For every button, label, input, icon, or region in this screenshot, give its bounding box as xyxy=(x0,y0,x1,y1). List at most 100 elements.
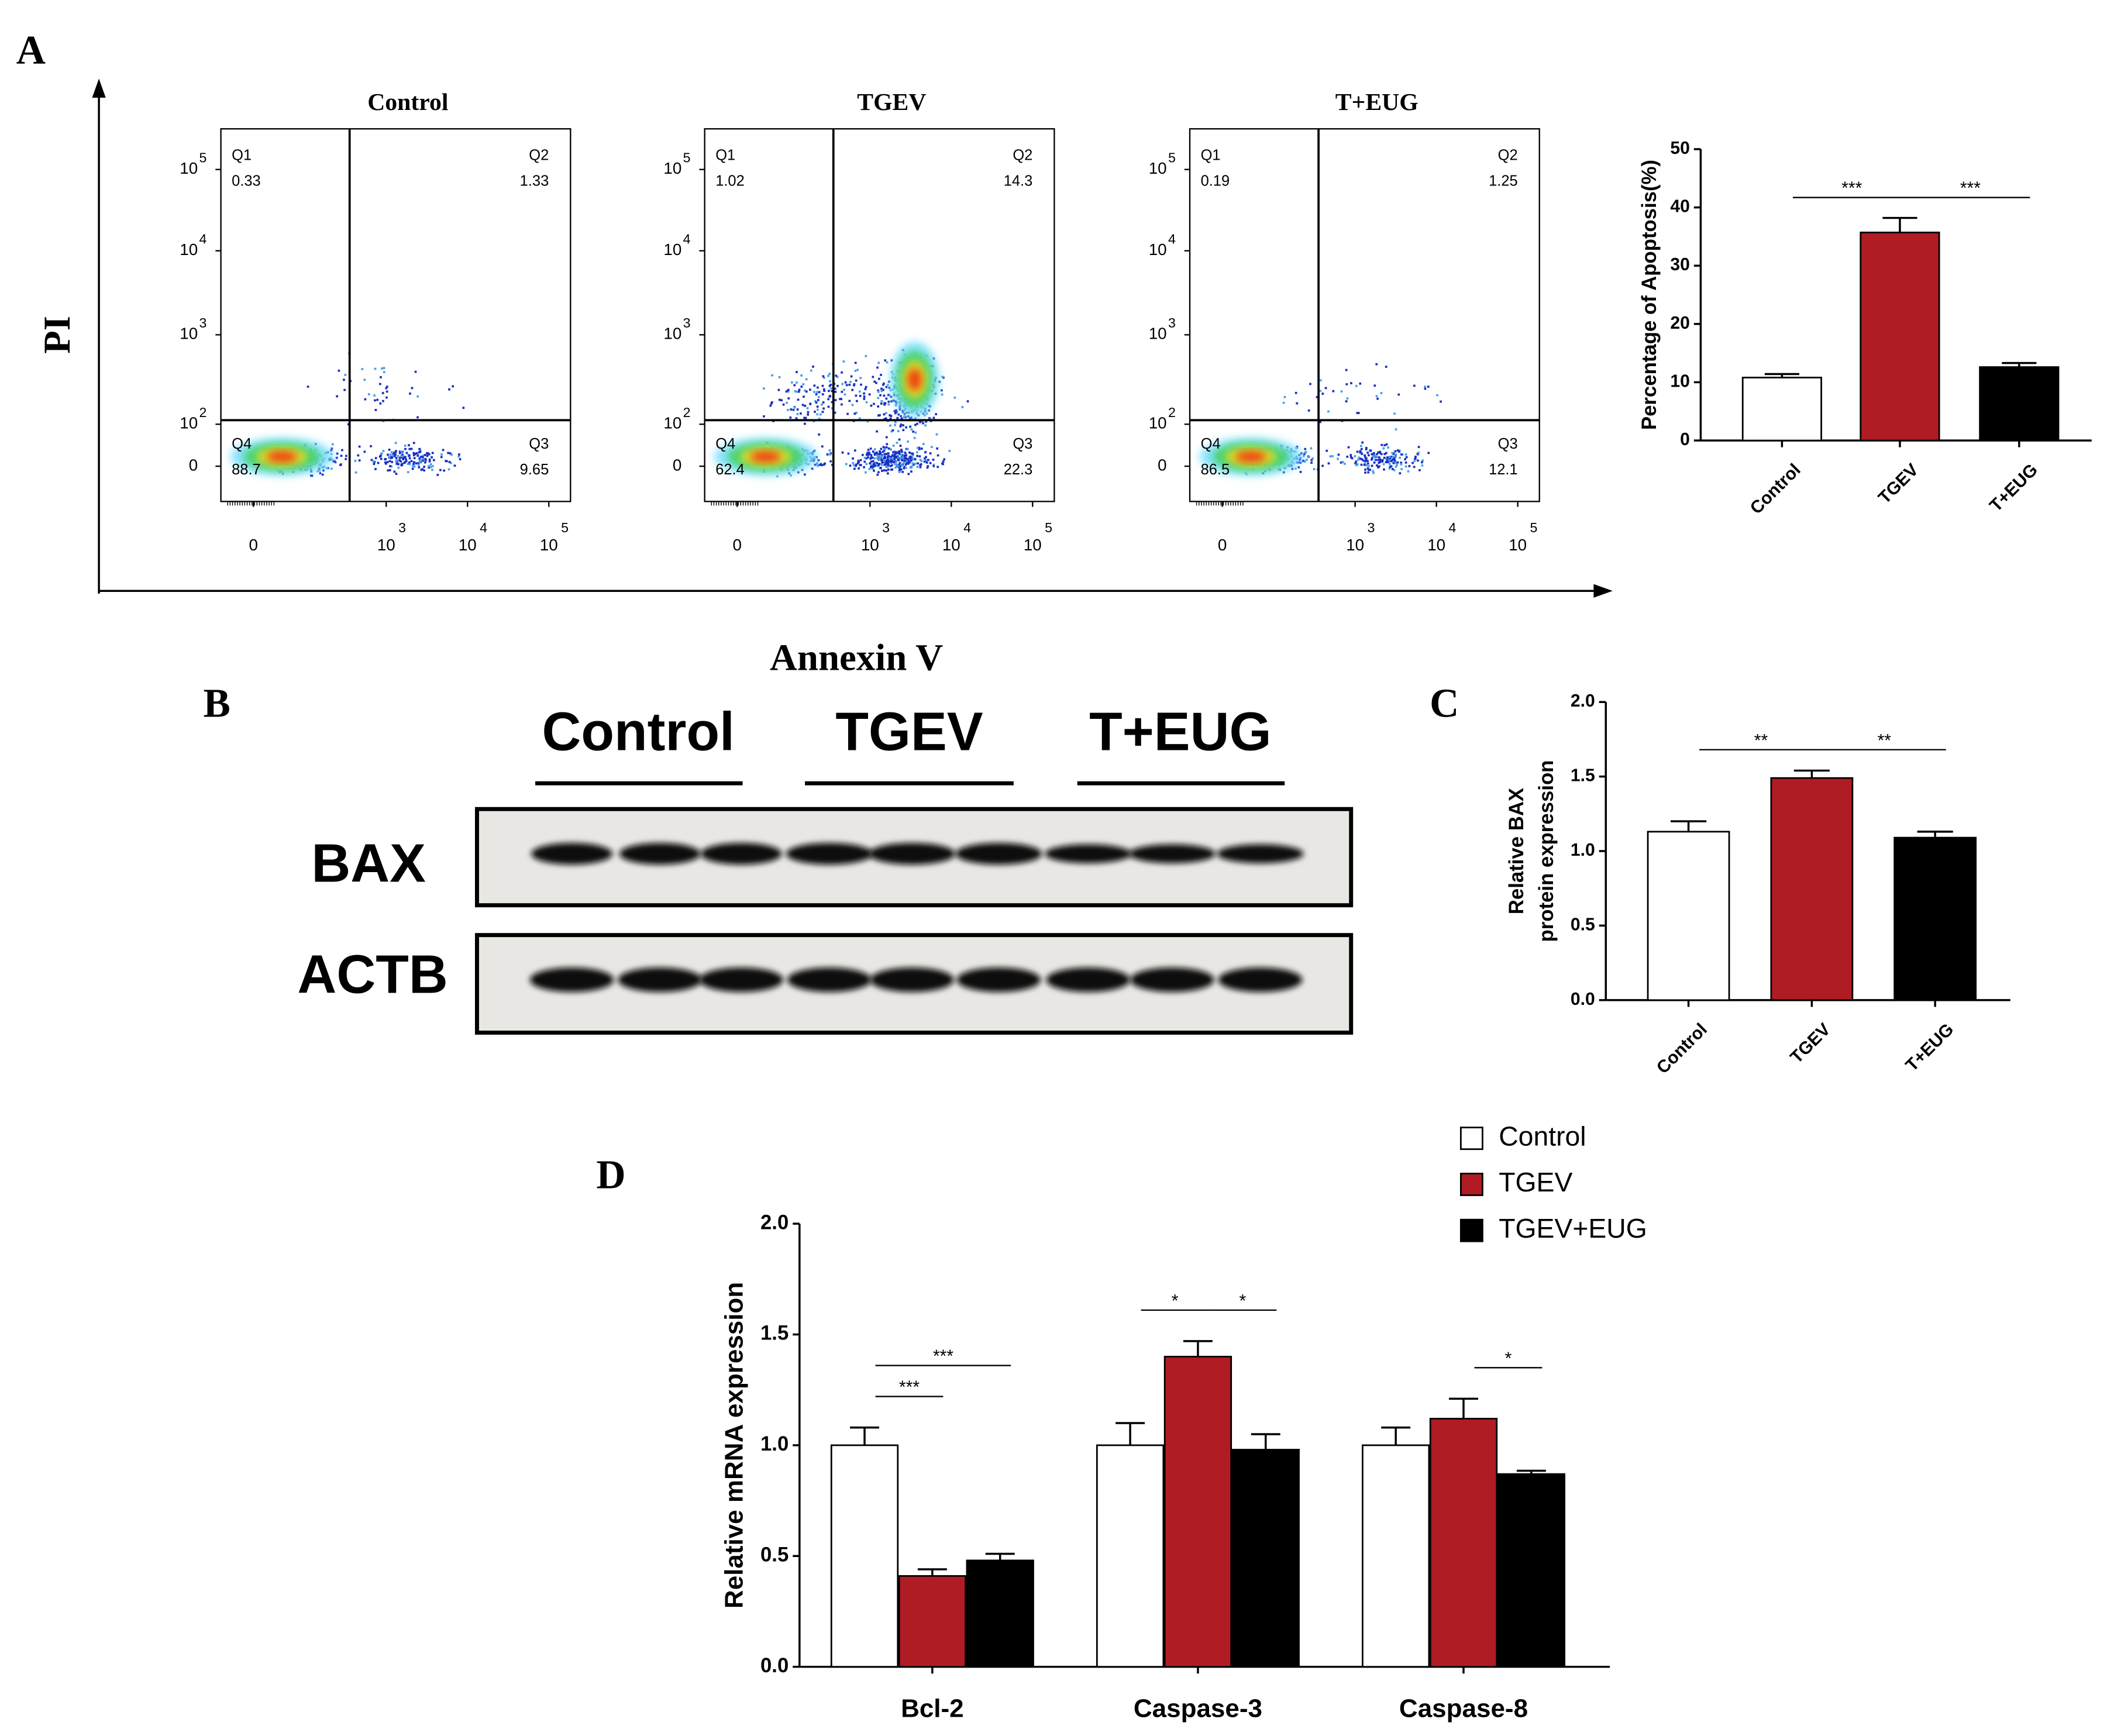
event-dot xyxy=(1361,453,1364,455)
event-dot xyxy=(367,393,370,395)
event-dot xyxy=(942,460,945,463)
bar xyxy=(1741,377,1822,442)
event-dot xyxy=(885,385,888,388)
event-dot xyxy=(1355,460,1358,463)
event-dot xyxy=(327,467,329,470)
event-dot xyxy=(883,461,886,464)
event-dot xyxy=(1413,466,1416,469)
event-dot xyxy=(1366,462,1369,465)
event-dot xyxy=(1381,459,1384,461)
event-dot xyxy=(889,424,891,427)
event-dot xyxy=(870,454,873,456)
event-dot xyxy=(310,474,312,477)
event-dot xyxy=(876,451,878,454)
event-dot xyxy=(447,468,450,471)
event-dot xyxy=(763,387,765,390)
event-dot xyxy=(411,467,414,470)
event-dot xyxy=(377,461,380,464)
event-dot xyxy=(1404,458,1407,460)
event-dot xyxy=(417,461,420,464)
y-axis-label: Percentage of Apoptosis(%) xyxy=(1638,160,1661,430)
event-dot xyxy=(890,456,893,458)
event-dot xyxy=(424,461,426,464)
event-dot xyxy=(407,471,409,473)
event-dot xyxy=(863,466,865,469)
event-dot xyxy=(821,464,823,467)
event-dot xyxy=(858,417,861,420)
event-dot xyxy=(1408,465,1411,467)
event-dot xyxy=(894,412,897,415)
event-dot xyxy=(911,452,914,455)
event-dot xyxy=(910,428,913,430)
event-dot xyxy=(388,456,391,458)
event-dot xyxy=(905,447,908,450)
band xyxy=(531,843,613,865)
event-dot xyxy=(426,454,429,457)
event-dot xyxy=(905,454,908,457)
event-dot xyxy=(866,420,869,423)
event-dot xyxy=(817,408,819,411)
event-dot xyxy=(803,416,806,419)
event-dot xyxy=(890,395,893,398)
event-dot xyxy=(416,395,419,398)
event-dot xyxy=(415,452,418,454)
event-dot xyxy=(867,449,870,451)
event-dot xyxy=(431,456,433,459)
x-tick-exponent: 4 xyxy=(480,520,487,535)
event-dot xyxy=(916,466,919,469)
event-dot xyxy=(376,398,379,401)
event-dot xyxy=(398,459,401,461)
event-dot xyxy=(1381,460,1384,463)
event-dot xyxy=(887,403,890,406)
event-dot xyxy=(1378,465,1380,468)
event-dot xyxy=(813,384,816,387)
event-dot xyxy=(853,464,855,467)
band xyxy=(1218,967,1303,992)
bar xyxy=(966,1559,1034,1668)
y-tick-exponent: 4 xyxy=(683,231,691,246)
event-dot xyxy=(911,454,914,457)
density-core xyxy=(266,451,298,463)
event-dot xyxy=(1366,467,1369,470)
bar xyxy=(1096,1444,1165,1668)
event-dot xyxy=(859,459,862,461)
event-dot xyxy=(1404,461,1407,464)
event-dot xyxy=(397,466,400,469)
event-dot xyxy=(405,452,408,454)
event-dot xyxy=(395,473,398,475)
event-dot xyxy=(903,454,906,457)
event-dot xyxy=(884,359,887,362)
x-tick-label: 10 xyxy=(540,536,558,554)
event-dot xyxy=(851,404,854,407)
event-dot xyxy=(916,422,918,425)
event-dot xyxy=(331,443,334,446)
event-dot xyxy=(893,456,896,459)
event-dot xyxy=(882,446,885,449)
event-dot xyxy=(894,452,897,454)
event-dot xyxy=(920,460,923,463)
event-dot xyxy=(890,469,893,471)
event-dot xyxy=(818,463,821,466)
event-dot xyxy=(924,424,927,427)
event-dot xyxy=(395,450,397,453)
event-dot xyxy=(450,453,453,456)
event-dot xyxy=(818,433,821,436)
event-dot xyxy=(845,384,848,387)
event-dot xyxy=(844,381,847,384)
event-dot xyxy=(1367,471,1369,474)
event-dot xyxy=(841,451,844,454)
event-dot xyxy=(340,463,342,466)
event-dot xyxy=(1316,396,1318,398)
event-dot xyxy=(897,430,900,432)
event-dot xyxy=(344,374,347,376)
event-dot xyxy=(941,376,944,378)
event-dot xyxy=(883,463,886,466)
y-tick-label: 1.5 xyxy=(760,1322,789,1345)
event-dot xyxy=(904,416,907,419)
event-dot xyxy=(793,384,796,387)
event-dot xyxy=(448,461,451,463)
plot-title: T+EUG xyxy=(1335,89,1418,116)
event-dot xyxy=(1355,385,1358,387)
event-dot xyxy=(354,459,357,462)
